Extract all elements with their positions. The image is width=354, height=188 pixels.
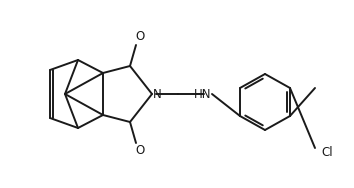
Text: O: O (135, 145, 145, 158)
Text: N: N (153, 87, 161, 101)
Text: Cl: Cl (321, 146, 333, 159)
Text: HN: HN (194, 89, 212, 102)
Text: O: O (135, 30, 145, 43)
